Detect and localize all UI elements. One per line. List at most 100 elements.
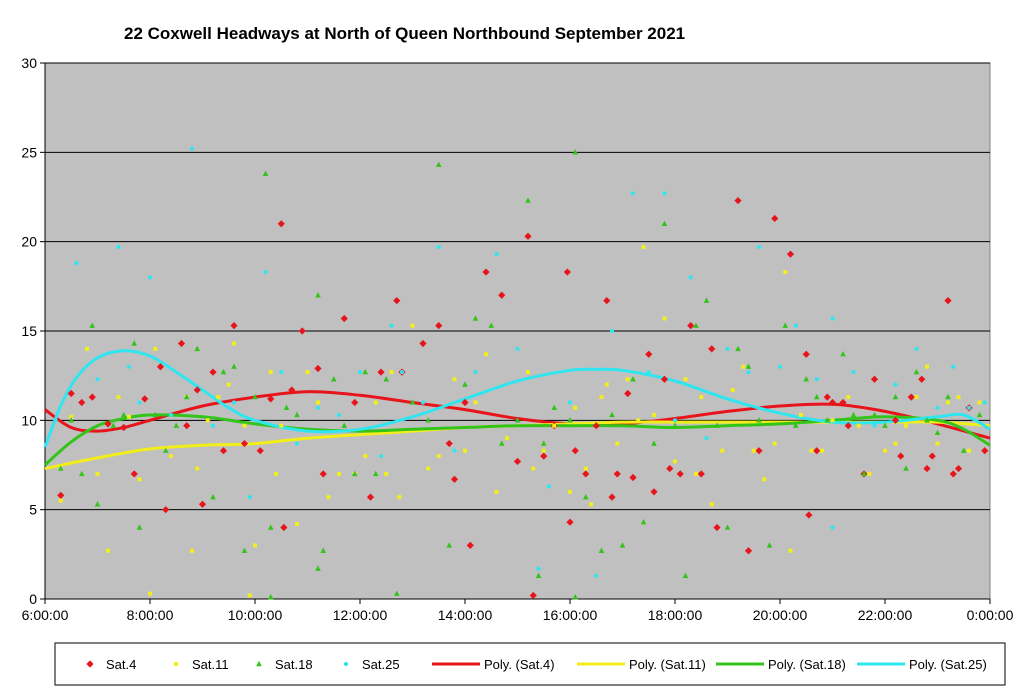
legend-label: Sat.11 xyxy=(192,657,229,672)
data-point-series-1 xyxy=(279,423,284,428)
data-point-series-1 xyxy=(573,405,578,410)
data-point-series-1 xyxy=(253,543,257,548)
data-point-series-0 xyxy=(918,375,926,383)
data-point-series-1 xyxy=(788,548,793,553)
data-point-series-1 xyxy=(69,414,74,419)
legend-marker xyxy=(256,660,262,667)
data-point-series-0 xyxy=(219,447,228,455)
data-point-series-2 xyxy=(782,322,789,328)
data-point-series-2 xyxy=(183,393,190,400)
y-tick-label: 0 xyxy=(29,591,37,607)
data-point-series-1 xyxy=(604,382,609,387)
data-point-series-0 xyxy=(907,393,915,401)
data-point-series-2 xyxy=(882,422,888,428)
data-point-series-1 xyxy=(883,448,887,453)
data-point-series-3 xyxy=(746,369,751,375)
data-points xyxy=(53,146,989,600)
y-tick-label: 15 xyxy=(21,323,37,339)
x-axis: 6:00:00 8:00:00 10:00:00 12:00:00 14:00:00 16… xyxy=(22,598,1014,623)
data-point-series-1 xyxy=(316,400,320,405)
data-point-series-1 xyxy=(410,323,415,328)
data-point-series-3 xyxy=(982,400,987,405)
data-point-series-3 xyxy=(893,382,898,387)
data-point-series-1 xyxy=(274,471,278,476)
data-point-series-0 xyxy=(340,314,348,323)
data-point-series-3 xyxy=(688,275,693,280)
data-point-series-3 xyxy=(494,252,499,257)
data-point-series-1 xyxy=(85,346,89,351)
data-point-series-2 xyxy=(267,524,274,530)
data-point-series-1 xyxy=(935,441,940,446)
data-point-series-2 xyxy=(850,411,857,418)
data-point-series-2 xyxy=(435,161,442,168)
data-point-series-1 xyxy=(967,448,971,453)
data-point-series-1 xyxy=(636,418,641,423)
legend-label: Sat.18 xyxy=(275,657,313,672)
data-point-series-0 xyxy=(498,291,506,299)
data-point-series-1 xyxy=(673,459,677,464)
data-point-series-2 xyxy=(262,170,269,176)
data-point-series-3 xyxy=(247,495,252,500)
data-point-series-3 xyxy=(646,369,651,375)
data-point-series-0 xyxy=(466,541,474,549)
data-point-series-2 xyxy=(682,572,689,578)
data-point-series-1 xyxy=(956,395,961,400)
data-point-series-3 xyxy=(756,244,762,250)
legend-entries: Sat.4 Sat.11 Sat.18 Sat.25 Poly. (Sat.4) Poly… xyxy=(86,657,987,672)
data-point-series-2 xyxy=(913,368,920,375)
data-point-series-2 xyxy=(945,393,951,400)
data-point-series-0 xyxy=(88,393,96,401)
y-tick-label: 20 xyxy=(21,234,37,250)
data-point-series-3 xyxy=(389,323,394,328)
data-point-series-2 xyxy=(745,363,752,369)
data-point-series-2 xyxy=(535,572,542,578)
data-point-series-0 xyxy=(786,250,795,258)
data-point-series-1 xyxy=(205,418,210,423)
data-point-series-0 xyxy=(923,464,931,473)
data-point-series-2 xyxy=(960,447,967,453)
data-point-series-2 xyxy=(598,547,605,553)
data-point-series-2 xyxy=(351,470,358,477)
data-point-series-0 xyxy=(981,447,989,455)
legend-marker xyxy=(86,660,94,668)
data-point-series-3 xyxy=(74,261,79,266)
legend-label: Poly. (Sat.25) xyxy=(909,657,987,672)
data-point-series-0 xyxy=(393,297,401,305)
data-point-series-3 xyxy=(609,328,615,334)
y-tick-label: 25 xyxy=(21,144,37,160)
data-point-series-3 xyxy=(357,369,363,375)
data-point-series-0 xyxy=(666,464,674,473)
data-point-series-0 xyxy=(435,322,443,330)
data-point-series-2 xyxy=(640,518,647,525)
data-point-series-2 xyxy=(89,322,96,328)
data-point-series-0 xyxy=(592,422,600,430)
data-point-series-1 xyxy=(195,466,200,471)
data-point-series-1 xyxy=(783,270,788,275)
data-point-series-0 xyxy=(805,511,813,519)
data-point-series-0 xyxy=(209,368,217,376)
data-point-series-3 xyxy=(793,323,798,328)
data-point-series-1 xyxy=(625,377,630,382)
data-point-series-2 xyxy=(703,297,710,303)
data-point-series-1 xyxy=(494,489,499,494)
data-point-series-1 xyxy=(116,395,121,400)
data-point-series-2 xyxy=(630,376,636,382)
data-point-series-0 xyxy=(67,389,75,398)
data-point-series-1 xyxy=(242,423,247,428)
data-point-series-2 xyxy=(766,542,773,548)
data-point-series-2 xyxy=(572,149,579,155)
data-point-series-1 xyxy=(137,477,142,482)
data-point-series-2 xyxy=(294,411,300,418)
data-point-series-1 xyxy=(58,498,63,503)
data-point-series-2 xyxy=(803,376,810,382)
data-point-series-0 xyxy=(141,395,149,403)
data-point-series-0 xyxy=(629,473,637,482)
data-point-series-3 xyxy=(116,244,121,250)
data-point-series-0 xyxy=(823,393,831,401)
data-point-series-0 xyxy=(744,547,753,555)
data-point-series-0 xyxy=(183,422,191,430)
data-point-series-0 xyxy=(771,214,779,223)
data-point-series-1 xyxy=(914,395,919,400)
data-point-series-1 xyxy=(531,466,536,471)
data-point-series-2 xyxy=(315,292,321,298)
